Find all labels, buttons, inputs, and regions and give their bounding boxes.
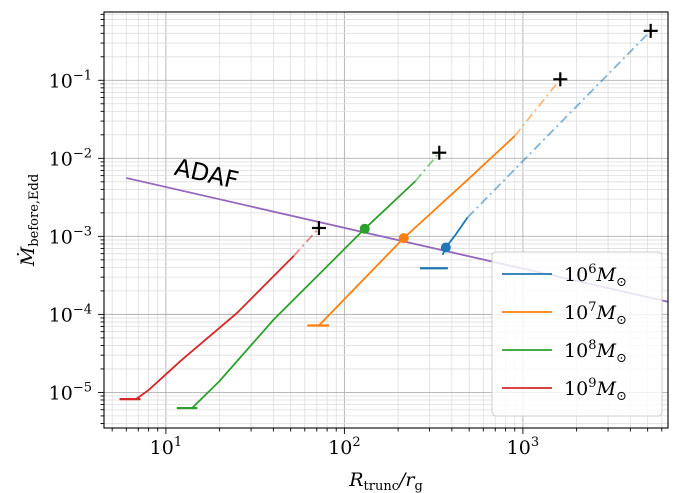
series-lines <box>119 30 652 410</box>
legend-box <box>491 251 663 417</box>
y-tick-label: 10−5 <box>49 380 92 404</box>
series-2-marker <box>398 233 409 244</box>
legend-label-2: 107M⊙ <box>564 300 627 328</box>
series-1-extrapolation <box>466 30 652 219</box>
series-2-extrapolation <box>513 78 562 137</box>
legend-label-4: 109M⊙ <box>564 376 627 404</box>
plot-area-frame <box>103 11 669 429</box>
legend: 106M⊙ 107M⊙ 108M⊙ 109M⊙ <box>491 251 663 417</box>
x-tick-label: 103 <box>507 435 539 459</box>
series-2-line <box>318 135 516 327</box>
adaf-label: ADAF <box>172 153 241 195</box>
y-axis-label: Ṁbefore,Edd <box>16 174 42 267</box>
y-tick-label: 10−4 <box>49 302 92 326</box>
markers <box>311 23 658 253</box>
x-axis-label: Rtrunc/rg <box>348 469 423 493</box>
x-tick-label: 102 <box>328 435 360 459</box>
legend-label-3: 108M⊙ <box>564 338 627 366</box>
series-1-marker <box>440 242 451 253</box>
axis-ticks <box>98 13 663 434</box>
legend-label-1: 106M⊙ <box>564 262 627 290</box>
series-4-extrapolation <box>293 227 320 257</box>
y-tick-label: 10−1 <box>49 68 92 92</box>
y-tick-label: 10−2 <box>49 146 92 170</box>
x-tick-label: 101 <box>150 435 182 459</box>
series-3-extrapolation <box>414 152 440 182</box>
series-3-line <box>191 180 417 409</box>
y-tick-label: 10−3 <box>49 224 92 248</box>
axis-labels: 101 102 103 10−5 10−4 10−3 10−2 10−1 Rtrunc/rg Ṁb… <box>16 68 539 493</box>
series-4-line <box>135 255 295 400</box>
series-3-marker <box>359 223 370 234</box>
